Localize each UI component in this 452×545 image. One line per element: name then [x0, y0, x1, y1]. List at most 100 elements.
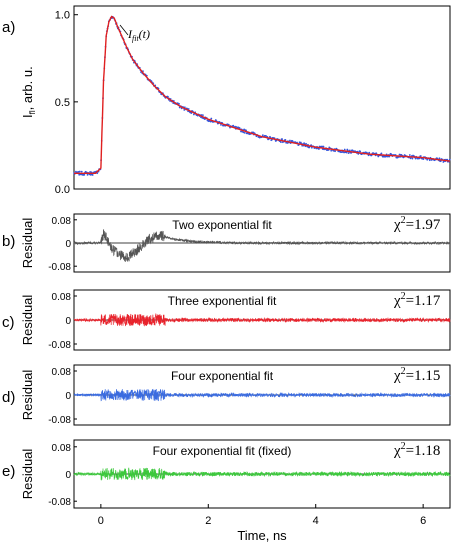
- data-point: [303, 142, 306, 145]
- x-tick-label: 6: [420, 515, 426, 527]
- data-point: [408, 154, 411, 156]
- y-axis-label-rest: , arb. u.: [20, 66, 35, 110]
- data-point: [426, 158, 429, 161]
- data-point: [438, 157, 441, 160]
- chi-superscript: 2: [401, 441, 406, 452]
- y-tick-label-a: 0.5: [55, 97, 70, 109]
- data-point: [265, 135, 267, 137]
- y-axis-label-sub: fl: [28, 110, 37, 114]
- data-point: [86, 173, 89, 176]
- data-point: [428, 159, 431, 162]
- data-point: [414, 157, 417, 160]
- data-point: [334, 150, 336, 153]
- y-tick-label: 0.08: [52, 292, 72, 303]
- data-point: [190, 112, 193, 114]
- y-axis-label: Residual: [20, 218, 35, 269]
- data-point: [448, 158, 451, 161]
- data-point: [422, 158, 425, 161]
- data-point: [243, 131, 246, 134]
- chi-symbol: χ: [393, 443, 401, 459]
- panel-label: c): [2, 314, 15, 331]
- data-point: [419, 155, 422, 157]
- data-point: [343, 148, 346, 151]
- chi-number: =1.18: [406, 443, 441, 459]
- panel-b: b) Residual 0.08 0 -0.08 Two exponential fit χ…: [2, 213, 451, 273]
- data-point: [232, 124, 235, 127]
- data-point: [78, 170, 81, 173]
- data-point: [400, 153, 403, 156]
- data-point: [321, 145, 324, 148]
- data-point: [367, 154, 370, 157]
- chi-symbol: χ: [393, 217, 401, 233]
- plot-frame-a: [73, 5, 451, 190]
- x-tick-label: 0: [98, 515, 104, 527]
- chi-square-value: χ2=1.15: [393, 366, 440, 384]
- y-tick-label-a: 1.0: [55, 10, 70, 22]
- data-point: [411, 157, 414, 160]
- data-point: [385, 155, 387, 158]
- data-point: [220, 123, 222, 126]
- x-tick-label: 4: [313, 515, 319, 527]
- data-point: [318, 148, 320, 150]
- y-tick-label-a: 0.0: [55, 184, 70, 196]
- series-group-a: [73, 15, 451, 176]
- chi-symbol: χ: [393, 293, 401, 309]
- y-tick-label: 0: [65, 470, 71, 481]
- panel-label: e): [2, 463, 15, 480]
- residual-trace: [73, 312, 451, 327]
- fit-annotation-sub: fit: [132, 34, 139, 43]
- data-point: [183, 109, 186, 111]
- data-point: [351, 149, 354, 152]
- annotation-pointer: [119, 24, 129, 36]
- fit-annotation: Ifit(t): [127, 27, 150, 43]
- y-tick-label: 0: [65, 391, 71, 402]
- fit-annotation-main: I: [127, 27, 133, 41]
- panel-d: d) Residual 0.08 0 -0.08 Four exponential fit…: [2, 364, 451, 426]
- chi-superscript: 2: [401, 291, 406, 302]
- y-tick-label: -0.08: [48, 262, 71, 273]
- y-axis-label: Residual: [20, 449, 35, 500]
- y-axis-label: Residual: [20, 295, 35, 346]
- data-point: [322, 145, 325, 148]
- panel-c: c) Residual 0.08 0 -0.08 Three exponential fi…: [2, 289, 451, 351]
- x-ticks: 0 2 4 6: [98, 504, 426, 527]
- data-point: [178, 102, 180, 105]
- y-axis-label-main: I: [20, 114, 35, 118]
- data-point: [210, 117, 213, 120]
- fit-line: [74, 15, 451, 174]
- data-point: [281, 138, 284, 141]
- data-point: [330, 149, 333, 152]
- data-point: [284, 139, 287, 141]
- data-point: [310, 146, 313, 149]
- x-tick-label: 2: [205, 515, 211, 527]
- data-point: [347, 152, 350, 155]
- y-axis-label: Residual: [20, 370, 35, 421]
- data-point: [305, 142, 307, 145]
- chi-number: =1.15: [406, 368, 441, 384]
- data-point: [202, 114, 204, 117]
- y-ticks-a: 0.0 0.5 1.0: [55, 10, 78, 196]
- y-tick-label: 0.08: [52, 367, 72, 378]
- chi-number: =1.17: [406, 293, 441, 309]
- data-point: [243, 128, 246, 131]
- data-point: [345, 151, 348, 154]
- panel-label: b): [2, 233, 15, 250]
- data-point: [261, 134, 264, 137]
- data-point: [83, 173, 86, 176]
- residual-trace: [73, 229, 451, 262]
- residual-trace: [73, 388, 451, 402]
- y-tick-label: 0: [65, 316, 71, 327]
- data-point: [359, 150, 362, 153]
- fit-title: Three exponential fit: [168, 294, 277, 308]
- chi-square-value: χ2=1.97: [393, 215, 441, 233]
- fit-title: Four exponential fit (fixed): [153, 444, 292, 458]
- chi-square-value: χ2=1.17: [393, 291, 441, 309]
- x-axis-label: Time, ns: [237, 528, 287, 543]
- data-point: [380, 152, 383, 155]
- data-point: [340, 151, 343, 154]
- chi-number: =1.97: [406, 217, 441, 233]
- chi-square-value: χ2=1.18: [393, 441, 440, 459]
- fit-title: Four exponential fit: [171, 369, 274, 383]
- y-tick-label: -0.08: [48, 497, 71, 508]
